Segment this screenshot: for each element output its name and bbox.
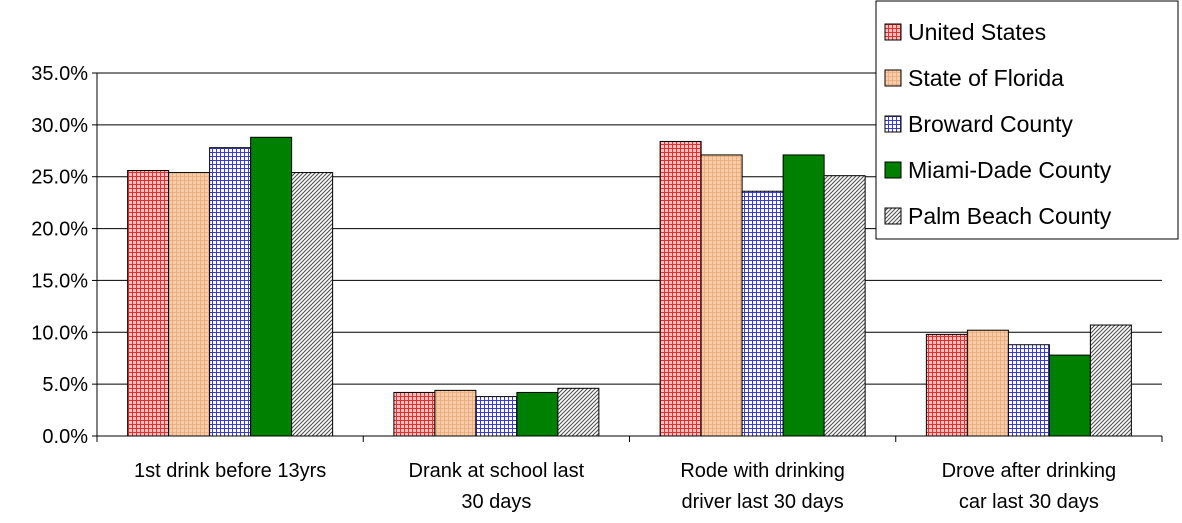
- legend-label: Miami-Dade County: [908, 157, 1112, 183]
- y-tick-label: 35.0%: [31, 63, 88, 85]
- bar: [1007, 344, 1050, 437]
- bar: [168, 172, 211, 437]
- bar: [291, 172, 334, 437]
- y-tick-label: 25.0%: [31, 167, 88, 189]
- bar: [127, 169, 170, 437]
- x-axis-labels: 1st drink before 13yrs Drank at school la…: [134, 460, 1116, 513]
- bars: [127, 136, 1132, 437]
- legend-swatch: [884, 207, 902, 225]
- x-category-label: driver last 30 days: [681, 491, 843, 513]
- x-category-label: 30 days: [461, 491, 531, 513]
- legend: United States State of Florida Broward Cou…: [875, 0, 1179, 240]
- legend-label: State of Florida: [908, 65, 1064, 91]
- bar: [925, 333, 968, 437]
- y-tick-label: 30.0%: [31, 115, 88, 137]
- bar: [250, 136, 293, 437]
- bar: [782, 154, 825, 437]
- bar: [966, 329, 1009, 437]
- x-category-label: Drank at school last: [409, 460, 585, 482]
- x-category-label: car last 30 days: [959, 491, 1099, 513]
- bar: [659, 140, 702, 437]
- bar: [1089, 324, 1132, 437]
- bar: [1048, 354, 1091, 437]
- y-tick-label: 15.0%: [31, 270, 88, 292]
- bar: [741, 190, 784, 437]
- x-category-label: Rode with drinking: [680, 460, 845, 482]
- y-tick-label: 20.0%: [31, 219, 88, 241]
- legend-label: Broward County: [908, 111, 1073, 137]
- legend-box: [875, 0, 1179, 240]
- legend-swatch: [884, 161, 902, 179]
- bar: [516, 391, 559, 437]
- legend-swatch: [884, 69, 902, 87]
- bar: [700, 154, 743, 437]
- y-tick-label: 5.0%: [42, 374, 88, 396]
- bar: [823, 175, 866, 437]
- bar: [475, 396, 518, 437]
- legend-swatch: [884, 23, 902, 41]
- y-tick-label: 0.0%: [42, 426, 88, 448]
- x-category-label: 1st drink before 13yrs: [134, 460, 326, 482]
- legend-label: United States: [908, 19, 1046, 45]
- y-tick-label: 10.0%: [31, 322, 88, 344]
- legend-swatch: [884, 115, 902, 133]
- bar: [434, 389, 477, 437]
- legend-label: Palm Beach County: [908, 203, 1112, 229]
- x-category-label: Drove after drinking: [942, 460, 1117, 482]
- bar: [393, 391, 436, 437]
- bar: [557, 387, 600, 437]
- bar: [209, 147, 252, 437]
